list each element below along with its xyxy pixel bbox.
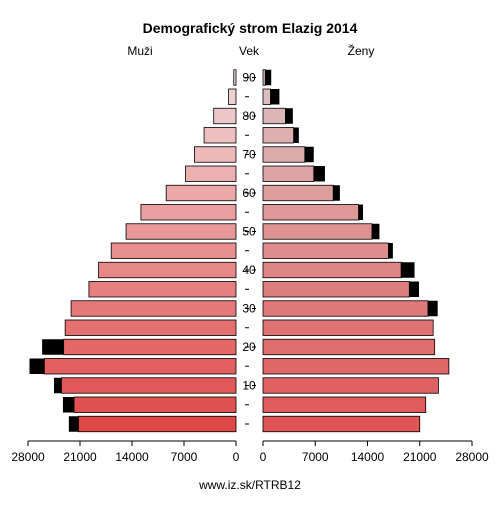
footer-url: www.iz.sk/RTRB12	[198, 478, 301, 492]
age-tick-label: 20	[242, 340, 256, 354]
age-tick-label: 60	[242, 186, 256, 200]
age-tick-label: 40	[242, 263, 256, 277]
bar-female-60-64	[262, 184, 334, 202]
bar-female-30-34	[262, 300, 429, 317]
x-tick-label-left: 0	[233, 450, 240, 464]
overflow-male-15-19	[29, 358, 45, 374]
overflow-female-40-44	[401, 262, 415, 278]
x-tick-label-left: 28000	[11, 450, 45, 464]
age-tick-label: 50	[242, 225, 256, 239]
bar-female-85-89	[262, 88, 271, 105]
x-tick-label-right: 0	[260, 450, 267, 464]
bar-male-55-59	[140, 204, 237, 221]
bar-male-5-9	[73, 396, 237, 413]
bar-female-90+	[262, 69, 266, 86]
bar-female-55-59	[262, 204, 359, 221]
bar-female-75-79	[262, 127, 295, 144]
overflow-female-90+	[265, 69, 272, 86]
overflow-female-65-69	[313, 166, 325, 182]
bar-male-50-54	[125, 223, 237, 240]
bar-male-20-24	[63, 338, 237, 356]
bar-male-25-29	[64, 319, 237, 336]
bars-group	[29, 69, 450, 433]
bar-male-35-39	[88, 281, 237, 298]
x-tick-label-left: 14000	[115, 450, 149, 464]
bar-female-45-49	[262, 242, 389, 259]
label-vek: Vek	[239, 44, 260, 58]
age-tick-label: 30	[242, 302, 256, 316]
bar-female-65-69	[262, 165, 315, 182]
x-tick-label-right: 21000	[403, 450, 437, 464]
overflow-male-20-24	[42, 339, 64, 355]
bar-male-70-74	[193, 146, 237, 163]
age-tick-label: 70	[242, 148, 256, 162]
label-zeny: Ženy	[348, 43, 375, 58]
bar-female-70-74	[262, 146, 306, 163]
overflow-female-50-54	[371, 223, 380, 240]
bar-female-10-14	[262, 377, 439, 394]
x-tick-label-right: 7000	[302, 450, 329, 464]
x-tick-label-left: 7000	[171, 450, 198, 464]
bar-male-15-19	[43, 358, 237, 375]
bar-male-10-14	[61, 377, 237, 394]
overflow-female-85-89	[270, 89, 280, 105]
age-tick-label: 10	[242, 379, 256, 393]
bar-male-80-84	[213, 107, 237, 125]
overflow-female-80-84	[285, 108, 293, 124]
x-tick-label-right: 14000	[351, 450, 385, 464]
bar-male-45-49	[110, 242, 237, 259]
x-tick-label-right: 28000	[455, 450, 489, 464]
bar-female-35-39	[262, 281, 410, 298]
label-muzi: Muži	[127, 44, 152, 58]
bar-female-15-19	[262, 358, 450, 375]
bar-female-5-9	[262, 396, 427, 413]
overflow-female-45-49	[388, 243, 393, 259]
age-tick-label: 90	[242, 71, 256, 85]
bar-female-25-29	[262, 319, 434, 336]
bar-female-20-24	[262, 338, 436, 356]
bar-male-0-4	[78, 415, 237, 433]
x-tick-label-left: 21000	[63, 450, 97, 464]
overflow-female-60-64	[333, 185, 340, 201]
bar-female-40-44	[262, 261, 402, 279]
overflow-female-35-39	[409, 281, 420, 297]
bar-male-75-79	[203, 127, 237, 144]
age-tick-label: 80	[242, 109, 256, 123]
overflow-male-10-14	[54, 377, 62, 394]
bar-male-90+	[233, 69, 237, 86]
axes-group: 10 20 30 40 50 60 70 80 90 28000 21000 14000 7000 0 0 7…	[11, 71, 489, 465]
overflow-female-55-59	[358, 204, 364, 220]
bar-female-50-54	[262, 223, 373, 240]
bar-female-0-4	[262, 415, 421, 433]
bar-male-60-64	[165, 184, 237, 202]
bar-male-40-44	[98, 261, 237, 279]
bar-male-85-89	[228, 88, 237, 105]
overflow-male-5-9	[62, 397, 75, 413]
overflow-male-0-4	[68, 416, 79, 432]
bar-male-30-34	[70, 300, 237, 317]
bar-female-80-84	[262, 107, 286, 125]
overflow-female-30-34	[427, 300, 438, 317]
overflow-female-70-74	[304, 146, 314, 163]
overflow-female-75-79	[293, 127, 299, 143]
bar-male-65-69	[185, 165, 237, 182]
chart-title: Demografický strom Elazig 2014	[143, 20, 358, 36]
